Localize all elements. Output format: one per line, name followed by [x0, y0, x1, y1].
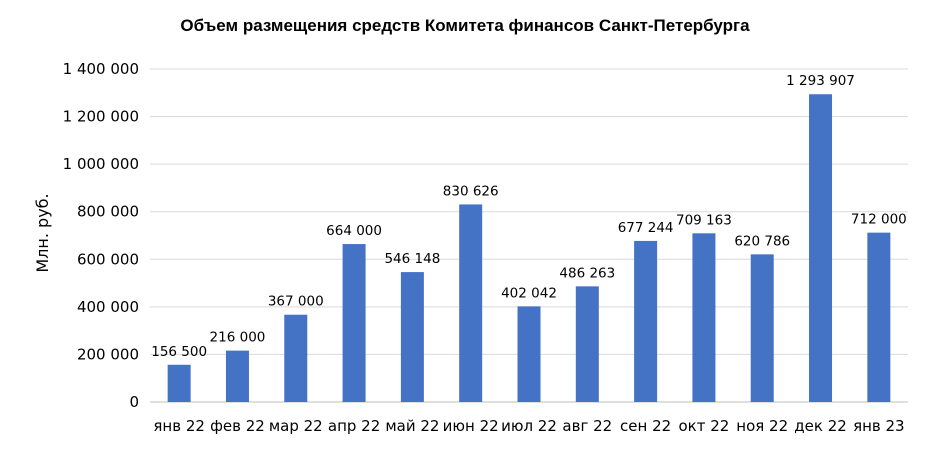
- bar: [167, 364, 191, 402]
- bar: [284, 314, 308, 402]
- data-label: 712 000: [851, 212, 907, 228]
- x-category-label: янв 23: [853, 417, 905, 435]
- bar: [225, 350, 249, 402]
- data-label: 1 293 907: [786, 73, 855, 89]
- data-label: 402 042: [501, 285, 557, 301]
- data-label: 546 148: [384, 251, 440, 267]
- data-label: 156 500: [151, 344, 207, 360]
- x-category-label: авг 22: [562, 417, 612, 435]
- x-category-label: май 22: [385, 417, 439, 435]
- x-category-label: апр 22: [328, 417, 380, 435]
- bar: [575, 286, 599, 402]
- y-tick-label: 200 000: [77, 345, 139, 363]
- y-axis-title: Млн. руб.: [33, 193, 52, 272]
- data-label: 709 163: [676, 212, 732, 228]
- bars: [167, 94, 891, 402]
- bar: [400, 272, 424, 402]
- data-label: 664 000: [326, 223, 382, 239]
- bar: [459, 204, 483, 402]
- y-tick-label: 600 000: [77, 250, 139, 268]
- bar: [809, 94, 833, 402]
- y-tick-label: 800 000: [77, 203, 139, 221]
- y-tick-label: 1 400 000: [63, 60, 139, 78]
- data-label: 367 000: [268, 294, 324, 310]
- bar: [342, 244, 366, 402]
- y-tick-label: 1 200 000: [63, 108, 139, 126]
- x-category-label: окт 22: [679, 417, 730, 435]
- y-tick-label: 0: [129, 393, 139, 411]
- bar: [634, 240, 658, 402]
- x-category-label: июн 22: [443, 417, 499, 435]
- x-category-label: сен 22: [620, 417, 671, 435]
- x-category-label: ноя 22: [736, 417, 788, 435]
- data-label: 677 244: [618, 220, 674, 236]
- y-axis-tick-labels: 0 200 000 400 000 600 000 800 000 1 000 000 1 …: [63, 60, 139, 411]
- y-tick-label: 400 000: [77, 298, 139, 316]
- data-label: 830 626: [443, 183, 499, 199]
- bar: [867, 232, 891, 402]
- x-category-label: фев 22: [210, 417, 265, 435]
- x-category-label: янв 22: [153, 417, 205, 435]
- data-label: 216 000: [210, 330, 266, 346]
- x-axis-category-labels: янв 22 фев 22 мар 22 апр 22 май 22 июн 22 июл …: [153, 417, 904, 435]
- y-tick-label: 1 000 000: [63, 155, 139, 173]
- x-category-label: июл 22: [501, 417, 557, 435]
- data-label: 486 263: [559, 265, 615, 281]
- x-category-label: дек 22: [794, 417, 847, 435]
- bar: [517, 306, 541, 402]
- chart-title: Объем размещения средств Комитета финанс…: [180, 16, 750, 35]
- data-label: 620 786: [734, 233, 790, 249]
- bar: [692, 233, 716, 402]
- x-category-label: мар 22: [269, 417, 323, 435]
- bar: [750, 254, 774, 402]
